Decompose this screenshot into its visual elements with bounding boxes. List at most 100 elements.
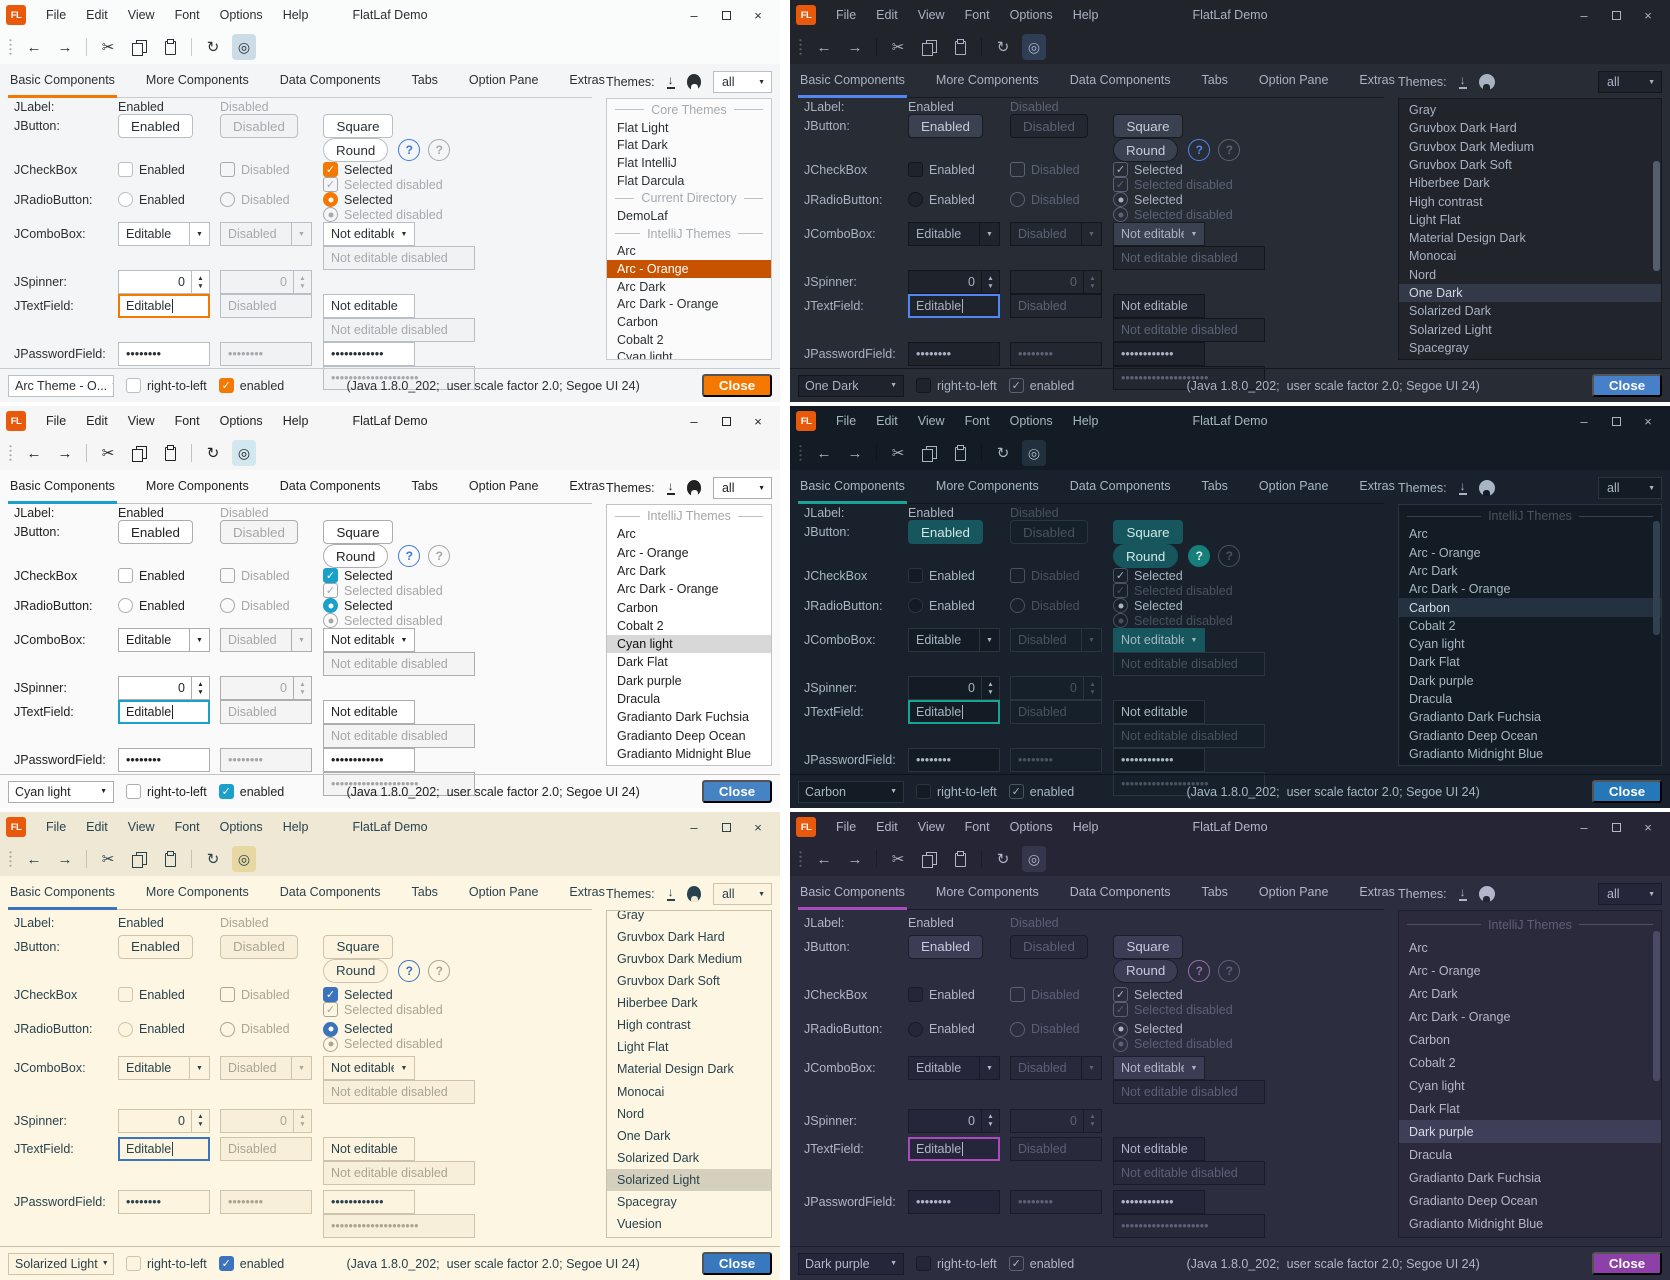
chevron-down-icon[interactable]: ▼	[189, 1057, 209, 1080]
jcheckbox-enabled[interactable]: Enabled	[118, 162, 220, 177]
menu-options[interactable]: Options	[1009, 414, 1053, 428]
checkbox-unchecked[interactable]	[126, 784, 141, 799]
jradio-enabled[interactable]: Enabled	[908, 1021, 1010, 1037]
github-icon[interactable]	[1478, 74, 1495, 90]
jbutton-round-button[interactable]: Round	[323, 958, 389, 983]
textfield-editable[interactable]: Editable	[118, 294, 210, 318]
menu-options[interactable]: Options	[219, 8, 263, 22]
back-icon[interactable]: ←	[26, 850, 42, 868]
jcheckbox-enabled[interactable]: Enabled	[908, 987, 1010, 1003]
menu-view[interactable]: View	[127, 8, 155, 22]
theme-list-item-gradianto-midnight-blue[interactable]: Gradianto Midnight Blue	[617, 746, 752, 761]
close-button[interactable]: Close	[702, 780, 772, 803]
checkbox-unchecked[interactable]	[118, 987, 133, 1003]
radio-selected[interactable]	[323, 1021, 338, 1037]
paste-icon[interactable]	[948, 846, 972, 872]
cut-icon[interactable]: ✂	[101, 851, 115, 868]
chevron-down-icon[interactable]: ▼	[189, 629, 209, 651]
chevron-down-icon[interactable]: ▼	[189, 223, 209, 245]
theme-list-item-hiberbee-dark[interactable]: Hiberbee Dark	[1409, 176, 1490, 191]
theme-list-item-gradianto-dark-fuchsia[interactable]: Gradianto Dark Fuchsia	[1409, 1170, 1542, 1185]
jbutton-round-button[interactable]: Round	[1113, 138, 1179, 162]
tab-more-components[interactable]: More Components	[935, 478, 1039, 493]
textfield-editable[interactable]: Editable	[118, 1137, 210, 1162]
tab-data-components[interactable]: Data Components	[279, 884, 381, 899]
jradio-selected[interactable]: Selected	[323, 192, 423, 207]
close-window-button[interactable]: ×	[1644, 819, 1652, 835]
theme-list[interactable]: Gray Gruvbox Dark Hard Gruvbox Dark Medium…	[1398, 98, 1662, 360]
jbutton-round-button[interactable]: Round	[1113, 544, 1179, 568]
right-to-left-checkbox[interactable]: right-to-left	[916, 1256, 997, 1271]
theme-list-item-cobalt-2[interactable]: Cobalt 2	[1409, 618, 1456, 633]
combobox-editable[interactable]: Editable ▼	[908, 222, 1000, 246]
theme-list-item-gruvbox-dark-soft[interactable]: Gruvbox Dark Soft	[617, 974, 720, 989]
cut-icon[interactable]: ✂	[891, 39, 905, 56]
refresh-icon[interactable]: ↻	[206, 39, 220, 56]
chevron-down-icon[interactable]: ▼	[1190, 636, 1198, 644]
theme-list-item-gradianto-dark-fuchsia[interactable]: Gradianto Dark Fuchsia	[1409, 710, 1542, 725]
tab-basic-components[interactable]: Basic Components	[8, 876, 117, 910]
spinner-value[interactable]: 0	[968, 1113, 975, 1128]
theme-filter-combobox[interactable]: all ▼	[1598, 71, 1662, 93]
tab-data-components[interactable]: Data Components	[1069, 884, 1171, 899]
enabled-checkbox[interactable]: enabled	[1008, 378, 1074, 393]
spinner[interactable]: 0 ▲ ▼	[908, 270, 1000, 294]
textfield-editable[interactable]: Editable	[908, 700, 1000, 724]
menu-help[interactable]: Help	[1072, 414, 1099, 428]
spinner-arrows[interactable]: ▲ ▼	[191, 271, 209, 293]
spinner-up-icon[interactable]: ▲	[197, 1113, 204, 1121]
theme-list-item-one-dark[interactable]: One Dark	[1399, 283, 1661, 303]
radio-selected[interactable]	[1113, 1021, 1128, 1037]
theme-list-item-one-dark[interactable]: One Dark	[617, 1128, 671, 1143]
tab-more-components[interactable]: More Components	[935, 884, 1039, 899]
jbutton-round-button[interactable]: Round	[323, 138, 389, 162]
theme-list[interactable]: IntelliJ Themes Arc Arc - Orange Arc Dark Ar…	[1398, 504, 1662, 766]
theme-list[interactable]: IntelliJ Themes Arc Arc - Orange Arc Dark Ar…	[606, 504, 772, 766]
checkbox-unchecked[interactable]	[118, 568, 133, 583]
jcheckbox-enabled[interactable]: Enabled	[908, 568, 1010, 583]
tab-more-components[interactable]: More Components	[145, 478, 249, 493]
tab-data-components[interactable]: Data Components	[1069, 72, 1171, 87]
checkbox-unchecked[interactable]	[908, 987, 923, 1003]
menu-file[interactable]: File	[836, 414, 857, 428]
theme-list-item-arc-dark[interactable]: Arc Dark	[617, 279, 666, 294]
theme-list-item-gray[interactable]: Gray	[617, 910, 645, 923]
back-icon[interactable]: ←	[816, 850, 832, 868]
theme-list-item-arc-dark-orange[interactable]: Arc Dark - Orange	[1409, 1009, 1511, 1024]
close-window-button[interactable]: ×	[1644, 413, 1652, 429]
maximize-button[interactable]	[710, 409, 742, 433]
passwordfield-not-editable[interactable]: ••••••••••••	[323, 748, 415, 772]
menu-help[interactable]: Help	[1072, 820, 1099, 834]
forward-icon[interactable]: →	[57, 444, 73, 462]
tab-option-pane[interactable]: Option Pane	[468, 72, 539, 87]
theme-list-item-carbon[interactable]: Carbon	[1409, 1032, 1450, 1047]
refresh-icon[interactable]: ↻	[996, 851, 1010, 868]
theme-list-item-spacegray[interactable]: Spacegray	[617, 1194, 677, 1209]
combobox-editable[interactable]: Editable ▼	[118, 628, 210, 652]
radio-unselected[interactable]	[908, 598, 923, 613]
menu-edit[interactable]: Edit	[86, 8, 108, 22]
menu-file[interactable]: File	[46, 8, 67, 22]
copy-icon[interactable]	[127, 34, 151, 60]
checkbox-checked[interactable]	[1113, 987, 1128, 1003]
theme-list-item-arc-dark[interactable]: Arc Dark	[617, 563, 666, 578]
back-icon[interactable]: ←	[26, 444, 42, 462]
tab-tabs[interactable]: Tabs	[1201, 72, 1228, 87]
tab-extras[interactable]: Extras	[569, 478, 605, 493]
toolbar-grip-handle[interactable]	[799, 850, 802, 868]
tab-basic-components[interactable]: Basic Components	[798, 470, 907, 504]
help-button[interactable]: ?	[1188, 139, 1211, 161]
radio-unselected[interactable]	[118, 192, 133, 207]
chevron-down-icon[interactable]: ▼	[979, 629, 999, 651]
menu-edit[interactable]: Edit	[876, 414, 898, 428]
download-icon[interactable]: ↓	[1458, 479, 1467, 495]
minimize-button[interactable]: –	[1580, 413, 1588, 429]
theme-list-item-dark-flat[interactable]: Dark Flat	[1409, 1101, 1460, 1116]
theme-list-item-gradianto-deep-ocean[interactable]: Gradianto Deep Ocean	[1409, 1193, 1538, 1208]
minimize-button[interactable]: –	[1580, 819, 1588, 835]
forward-icon[interactable]: →	[847, 444, 863, 462]
jbutton-square-button[interactable]: Square	[323, 520, 393, 544]
forward-icon[interactable]: →	[57, 850, 73, 868]
theme-list-item-dracula[interactable]: Dracula	[1409, 1147, 1453, 1162]
chevron-down-icon[interactable]: ▼	[400, 1064, 408, 1072]
